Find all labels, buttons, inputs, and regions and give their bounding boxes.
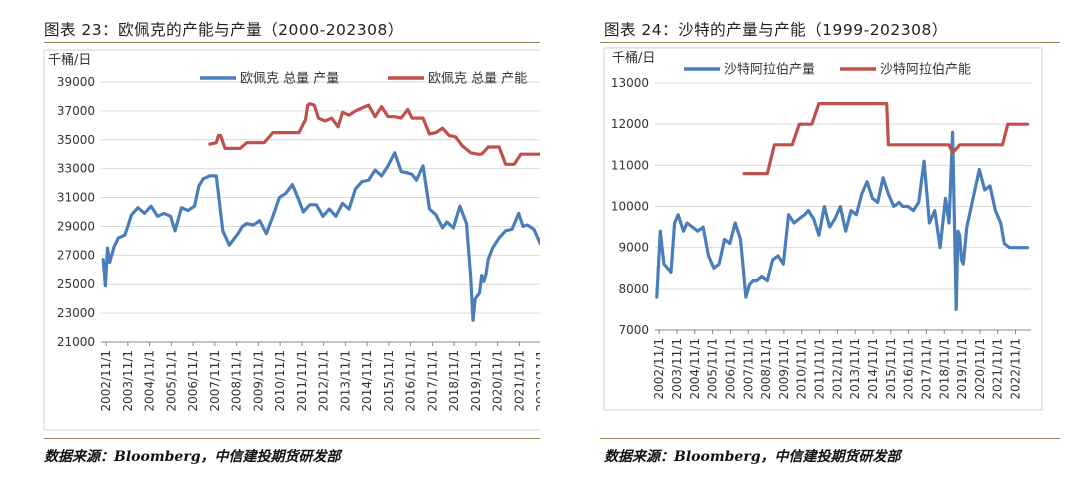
opec-x-tick-label: 2007/11/1 [208, 350, 222, 412]
opec-x-tick-label: 2015/11/1 [382, 350, 396, 412]
opec-x-tick-label: 2022/11/1 [534, 350, 540, 412]
saudi-x-tick-label: 2005/11/1 [706, 338, 720, 400]
saudi-x-tick-label: 2010/11/1 [795, 338, 809, 400]
opec-y-tick-label: 25000 [57, 277, 95, 291]
opec-y-tick-label: 23000 [57, 306, 95, 320]
title-rule-right [600, 42, 1060, 43]
opec-series-line-capacity [208, 102, 540, 166]
opec-y-tick-label: 29000 [57, 219, 95, 233]
opec-x-tick-label: 2016/11/1 [404, 350, 418, 412]
opec-y-tick-label: 27000 [57, 248, 95, 262]
saudi-x-tick-label: 2012/11/1 [830, 338, 844, 400]
figure-title-right: 图表 24：沙特的产量与产能（1999-202308） [604, 21, 948, 39]
opec-legend-label: 欧佩克 总量 产量 [240, 72, 339, 87]
source-rule-left [44, 438, 540, 439]
source-note-right: 数据来源：Bloomberg，中信建投期货研发部 [604, 449, 901, 465]
opec-y-tick-label: 37000 [57, 104, 95, 118]
opec-y-tick-label: 33000 [57, 162, 95, 176]
opec-x-tick-label: 2005/11/1 [164, 350, 178, 412]
saudi-x-tick-label: 2009/11/1 [777, 338, 791, 400]
opec-x-tick-label: 2018/11/1 [447, 350, 461, 412]
source-rule-right [600, 438, 1060, 439]
saudi-legend-label: 沙特阿拉伯产能 [880, 63, 971, 78]
opec-y-tick-label: 39000 [57, 75, 95, 89]
title-rule-left [44, 42, 540, 43]
opec-y-tick-label: 31000 [57, 191, 95, 205]
saudi-x-tick-label: 2008/11/1 [759, 338, 773, 400]
saudi-x-tick-label: 2014/11/1 [866, 338, 880, 400]
opec-x-tick-label: 2002/11/1 [99, 350, 113, 412]
saudi-x-tick-label: 2004/11/1 [688, 338, 702, 400]
opec-frame [43, 49, 540, 431]
saudi-series-line-capacity [742, 101, 1029, 176]
opec-x-tick-label: 2021/11/1 [512, 350, 526, 412]
saudi-x-tick-label: 2006/11/1 [723, 338, 737, 400]
opec-x-tick-label: 2013/11/1 [338, 350, 352, 412]
saudi-series-line-production [655, 130, 1029, 311]
opec-x-tick-label: 2014/11/1 [360, 350, 374, 412]
saudi-x-tick-label: 2022/11/1 [1009, 338, 1023, 400]
opec-x-tick-label: 2006/11/1 [186, 350, 200, 412]
saudi-x-tick-label: 2021/11/1 [991, 338, 1005, 400]
saudi-y-tick-label: 11000 [611, 158, 649, 172]
opec-x-tick-label: 2009/11/1 [251, 350, 265, 412]
chart-opec: 千桶/日 21000 23000 25000 27000 29000 31000 33000 3… [43, 49, 540, 431]
figure-panel-left: 图表 23：欧佩克的产能与产量（2000-202308） 千桶/日 21000 23… [43, 21, 540, 465]
opec-y-tick-label: 21000 [57, 335, 95, 349]
saudi-x-tick-label: 2007/11/1 [741, 338, 755, 400]
saudi-legend-label: 沙特阿拉伯产量 [724, 63, 815, 78]
opec-unit-label: 千桶/日 [48, 53, 91, 68]
opec-x-tick-label: 2008/11/1 [230, 350, 244, 412]
saudi-x-tick-label: 2018/11/1 [937, 338, 951, 400]
saudi-x-tick-label: 2002/11/1 [652, 338, 666, 400]
source-note-left: 数据来源：Bloomberg，中信建投期货研发部 [44, 449, 341, 465]
saudi-x-tick-label: 2011/11/1 [813, 338, 827, 400]
saudi-x-tick-label: 2016/11/1 [902, 338, 916, 400]
saudi-x-tick-label: 2015/11/1 [884, 338, 898, 400]
chart-saudi: 千桶/日 7000 8000 9000 10000 11000 12000 13000 2002… [603, 47, 1043, 411]
saudi-x-tick-label: 2003/11/1 [670, 338, 684, 400]
saudi-y-tick-label: 7000 [618, 323, 649, 337]
saudi-x-tick-label: 2020/11/1 [973, 338, 987, 400]
saudi-x-tick-label: 2017/11/1 [919, 338, 933, 400]
opec-x-tick-label: 2010/11/1 [273, 350, 287, 412]
saudi-unit-label: 千桶/日 [612, 51, 655, 66]
saudi-x-tick-label: 2013/11/1 [848, 338, 862, 400]
saudi-y-tick-label: 8000 [618, 282, 649, 296]
saudi-y-tick-label: 10000 [611, 200, 649, 214]
opec-x-tick-label: 2020/11/1 [491, 350, 505, 412]
opec-y-tick-label: 35000 [57, 133, 95, 147]
opec-x-tick-label: 2019/11/1 [469, 350, 483, 412]
opec-series-line-production [101, 151, 540, 322]
opec-x-tick-label: 2012/11/1 [317, 350, 331, 412]
figure-title-left: 图表 23：欧佩克的产能与产量（2000-202308） [44, 21, 404, 39]
saudi-y-tick-label: 13000 [611, 76, 649, 90]
opec-x-tick-label: 2004/11/1 [143, 350, 157, 412]
opec-x-tick-label: 2003/11/1 [121, 350, 135, 412]
opec-x-tick-label: 2017/11/1 [425, 350, 439, 412]
saudi-frame [603, 47, 1043, 411]
figure-panel-right: 图表 24：沙特的产量与产能（1999-202308） 千桶/日 7000 8000… [600, 0, 1080, 486]
opec-x-tick-label: 2011/11/1 [295, 350, 309, 412]
saudi-y-tick-label: 12000 [611, 117, 649, 131]
saudi-y-tick-label: 9000 [618, 241, 649, 255]
saudi-x-tick-label: 2019/11/1 [955, 338, 969, 400]
opec-legend-label: 欧佩克 总量 产能 [428, 72, 527, 87]
